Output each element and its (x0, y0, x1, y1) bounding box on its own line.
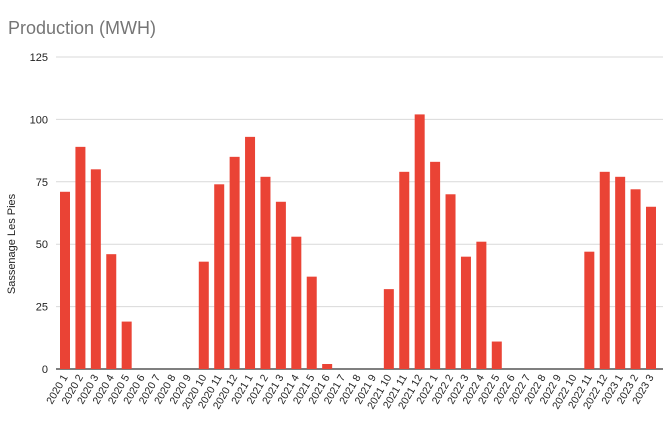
y-tick-label: 50 (36, 239, 48, 251)
y-tick-label: 0 (42, 364, 48, 376)
bar (491, 341, 502, 369)
bar (476, 241, 487, 369)
bar (599, 171, 610, 369)
chart-title: Production (MWH) (8, 18, 157, 38)
bar (306, 276, 317, 369)
bar (229, 156, 240, 369)
bar (198, 261, 209, 369)
bar (615, 176, 626, 369)
bar (245, 136, 256, 369)
bar (275, 201, 286, 369)
bar (322, 364, 333, 369)
y-tick-label: 75 (36, 177, 48, 189)
bar (60, 191, 70, 369)
y-tick-label: 25 (36, 302, 48, 314)
y-tick-label: 125 (30, 52, 48, 64)
bar (460, 256, 471, 369)
gridlines (56, 56, 663, 370)
y-tick-label: 100 (30, 114, 48, 126)
bar (106, 254, 117, 369)
bar (414, 114, 425, 369)
bar (90, 169, 101, 369)
bar (260, 176, 271, 369)
bar (646, 206, 656, 369)
bar (383, 289, 394, 369)
bar (121, 321, 132, 369)
bar (584, 251, 595, 369)
y-tick-labels: 0 25 50 75 100 125 (30, 52, 48, 376)
bar (291, 236, 302, 369)
bars (60, 114, 656, 369)
bar (399, 171, 410, 369)
bar (445, 194, 456, 369)
bar (430, 161, 441, 369)
bar (214, 184, 225, 369)
bar (630, 189, 641, 369)
bar (75, 146, 86, 369)
y-axis-label: Sassenage Les Pies (6, 193, 18, 294)
